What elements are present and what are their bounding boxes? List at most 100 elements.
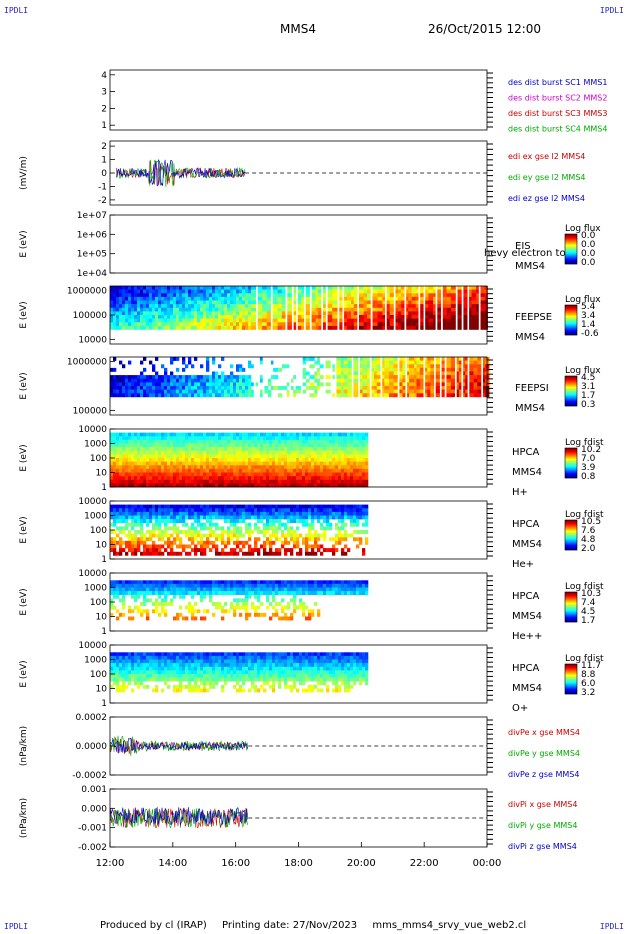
y-tick-label: 100 — [90, 526, 107, 536]
panel-5-right-ticks — [487, 359, 493, 413]
corner-label-top-right: IPDLI — [599, 6, 624, 15]
colorbar-step — [565, 621, 577, 623]
instrument-label: EIS — [515, 241, 531, 252]
colorbar-step — [565, 527, 577, 529]
colorbar-step — [565, 609, 577, 611]
overlay-text: hevy electron to — [484, 248, 566, 259]
datetime-title: 26/Oct/2015 12:00 — [428, 22, 542, 36]
colorbar-step — [565, 690, 577, 692]
panel-2-traces — [116, 159, 487, 187]
colorbar-step — [565, 538, 577, 540]
colorbar-step — [565, 619, 577, 621]
colorbar-step — [565, 237, 577, 239]
spacecraft-title: MMS4 — [280, 22, 316, 36]
legend-entry: edi ey gse l2 MMS4 — [508, 173, 586, 182]
panel-6-yticks: 10000 1000 100 10 1 — [78, 425, 115, 493]
colorbar-step — [565, 389, 577, 391]
colorbar-step — [565, 520, 577, 522]
panel-10: 0.0002 0.0000 -0.0002 (nPa/km) divPe x gse M… — [19, 713, 580, 781]
colorbar-frame — [564, 375, 578, 407]
y-tick-label: 1e+07 — [77, 211, 107, 221]
colorbar-tick-label: 10.2 — [581, 445, 601, 455]
colorbar-step — [565, 392, 577, 394]
colorbar-step — [565, 537, 577, 539]
colorbar-step — [565, 608, 577, 610]
y-tick-label: 1 — [101, 156, 107, 166]
colorbar-step — [565, 549, 577, 551]
legend-entry: divPi z gse MMS4 — [508, 842, 577, 851]
colorbar-tick-label: 1.7 — [581, 391, 595, 401]
colorbar-step — [565, 533, 577, 535]
y-tick-label: 100 — [90, 454, 107, 464]
colorbar-step — [565, 259, 577, 261]
colorbar-tick-label: 7.0 — [581, 454, 596, 464]
colorbar-step — [565, 316, 577, 318]
colorbar-step — [565, 326, 577, 328]
colorbar-step — [565, 306, 577, 308]
y-tick-label: 3 — [101, 88, 107, 98]
colorbar-title: Log flux — [565, 224, 601, 234]
footer-product: mms_mms4_srvy_vue_web2.cl — [372, 920, 527, 931]
colorbar-tick-label: 0.0 — [581, 249, 596, 259]
colorbar-step — [565, 251, 577, 253]
panel-11-right-ticks — [487, 791, 493, 845]
panel-3-yticks: 1e+07 1e+06 1e+05 1e+04 — [77, 211, 115, 279]
panel-7-yticks: 10000 1000 100 10 1 — [78, 497, 115, 565]
panel-8-yticks: 10000 1000 100 10 1 — [78, 569, 115, 637]
panel-4-instrument: FEEPSE MMS4 — [515, 312, 552, 343]
colorbar-step — [565, 305, 577, 307]
panel-10-yticks: 0.0002 0.0000 -0.0002 — [72, 713, 115, 781]
colorbar-step — [565, 247, 577, 249]
colorbar-step — [565, 460, 577, 462]
y-tick-label: -1 — [98, 182, 107, 192]
colorbar-tick-label: 3.4 — [581, 311, 596, 321]
colorbar-step — [565, 679, 577, 681]
colorbar-tick-label: 8.8 — [581, 670, 596, 680]
colorbar-step — [565, 615, 577, 617]
x-tick-label: 00:00 — [473, 858, 502, 869]
colorbar-step — [565, 317, 577, 319]
colorbar-step — [565, 680, 577, 682]
y-tick-label: 1 — [101, 483, 107, 493]
colorbar-step — [565, 531, 577, 533]
panel-1-legend: des dist burst SC1 MMS1 des dist burst SC… — [508, 78, 607, 134]
colorbar-step — [565, 543, 577, 545]
panel-5: 1000000 100000 E (eV) FEEPSI MMS4 Log flux4.5… — [19, 356, 601, 416]
panel-5-ylabel: E (eV) — [19, 372, 29, 399]
colorbar-step — [565, 459, 577, 461]
panel-1-frame — [109, 69, 488, 131]
colorbar-step — [565, 457, 577, 459]
colorbar-frame — [564, 447, 578, 479]
y-tick-label: -0.002 — [78, 843, 107, 853]
colorbar-step — [565, 307, 577, 309]
colorbar-step — [565, 384, 577, 386]
y-tick-label: 1e+04 — [77, 269, 108, 279]
y-tick-label: 10000 — [78, 425, 107, 435]
colorbar-step — [565, 318, 577, 320]
panel-5-instrument: FEEPSI MMS4 — [515, 383, 549, 414]
panel-8: 10000 1000 100 10 1 E (eV) HPCA MMS4 He++ Log fdi… — [19, 569, 604, 642]
colorbar-step — [565, 667, 577, 669]
colorbar-step — [565, 535, 577, 537]
colorbar-step — [565, 396, 577, 398]
colorbar-step — [565, 597, 577, 599]
panel-7-instrument: HPCA MMS4 He+ — [512, 519, 542, 570]
colorbar-step — [565, 532, 577, 534]
panel-9-right-ticks — [487, 647, 493, 701]
colorbar-step — [565, 606, 577, 608]
colorbar-step — [565, 688, 577, 690]
colorbar-tick-label: 4.5 — [581, 607, 595, 617]
instrument-label: HPCA — [512, 447, 540, 458]
panel-4: 1000000 100000 10000 E (eV) FEEPSE MMS4 Log fl… — [19, 285, 601, 345]
instrument-label: MMS4 — [512, 611, 542, 622]
colorbar-step — [565, 249, 577, 251]
legend-entry: des dist burst SC3 MMS3 — [508, 109, 607, 118]
colorbar-step — [565, 395, 577, 397]
colorbar-step — [565, 397, 577, 399]
panel-3-instrument: EIS MMS4 hevy electron to — [484, 241, 566, 272]
colorbar-step — [565, 547, 577, 549]
